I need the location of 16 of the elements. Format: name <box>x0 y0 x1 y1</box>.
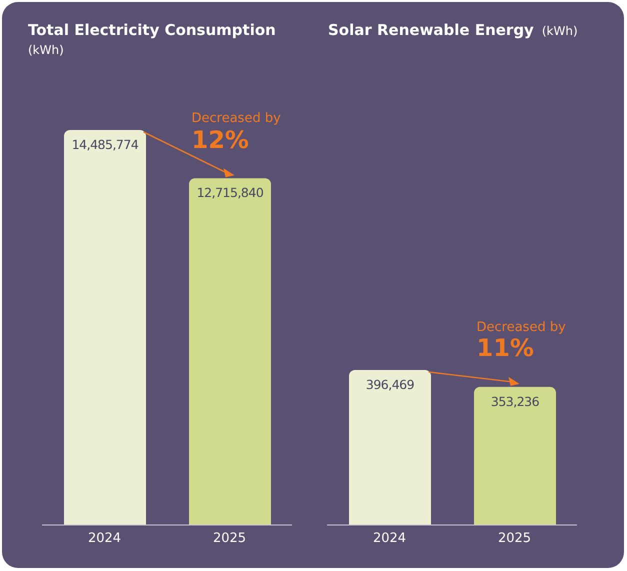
text: 11% <box>476 334 535 362</box>
data-label: 353,236 <box>490 394 540 409</box>
x-tick-label: 2025 <box>212 531 246 546</box>
x-tick-label: 2024 <box>88 531 122 546</box>
data-label: 396,469 <box>366 376 415 392</box>
x-tick-label: 2024 <box>372 531 406 546</box>
data-label: 12,715,840 <box>196 185 264 200</box>
annotation: 12% <box>192 126 250 154</box>
chart-subtitle: (kWh) <box>542 24 578 38</box>
chart-subtitle: (kWh) <box>28 43 65 57</box>
text: Decreased by <box>192 111 281 127</box>
chart-title: Total Electricity Consumption <box>28 21 276 39</box>
chart-title: Solar Renewable Energy <box>328 21 534 39</box>
text: Decreased by <box>476 320 566 336</box>
data-label: 14,485,774 <box>72 136 139 152</box>
x-tick-label: 2025 <box>498 531 532 546</box>
